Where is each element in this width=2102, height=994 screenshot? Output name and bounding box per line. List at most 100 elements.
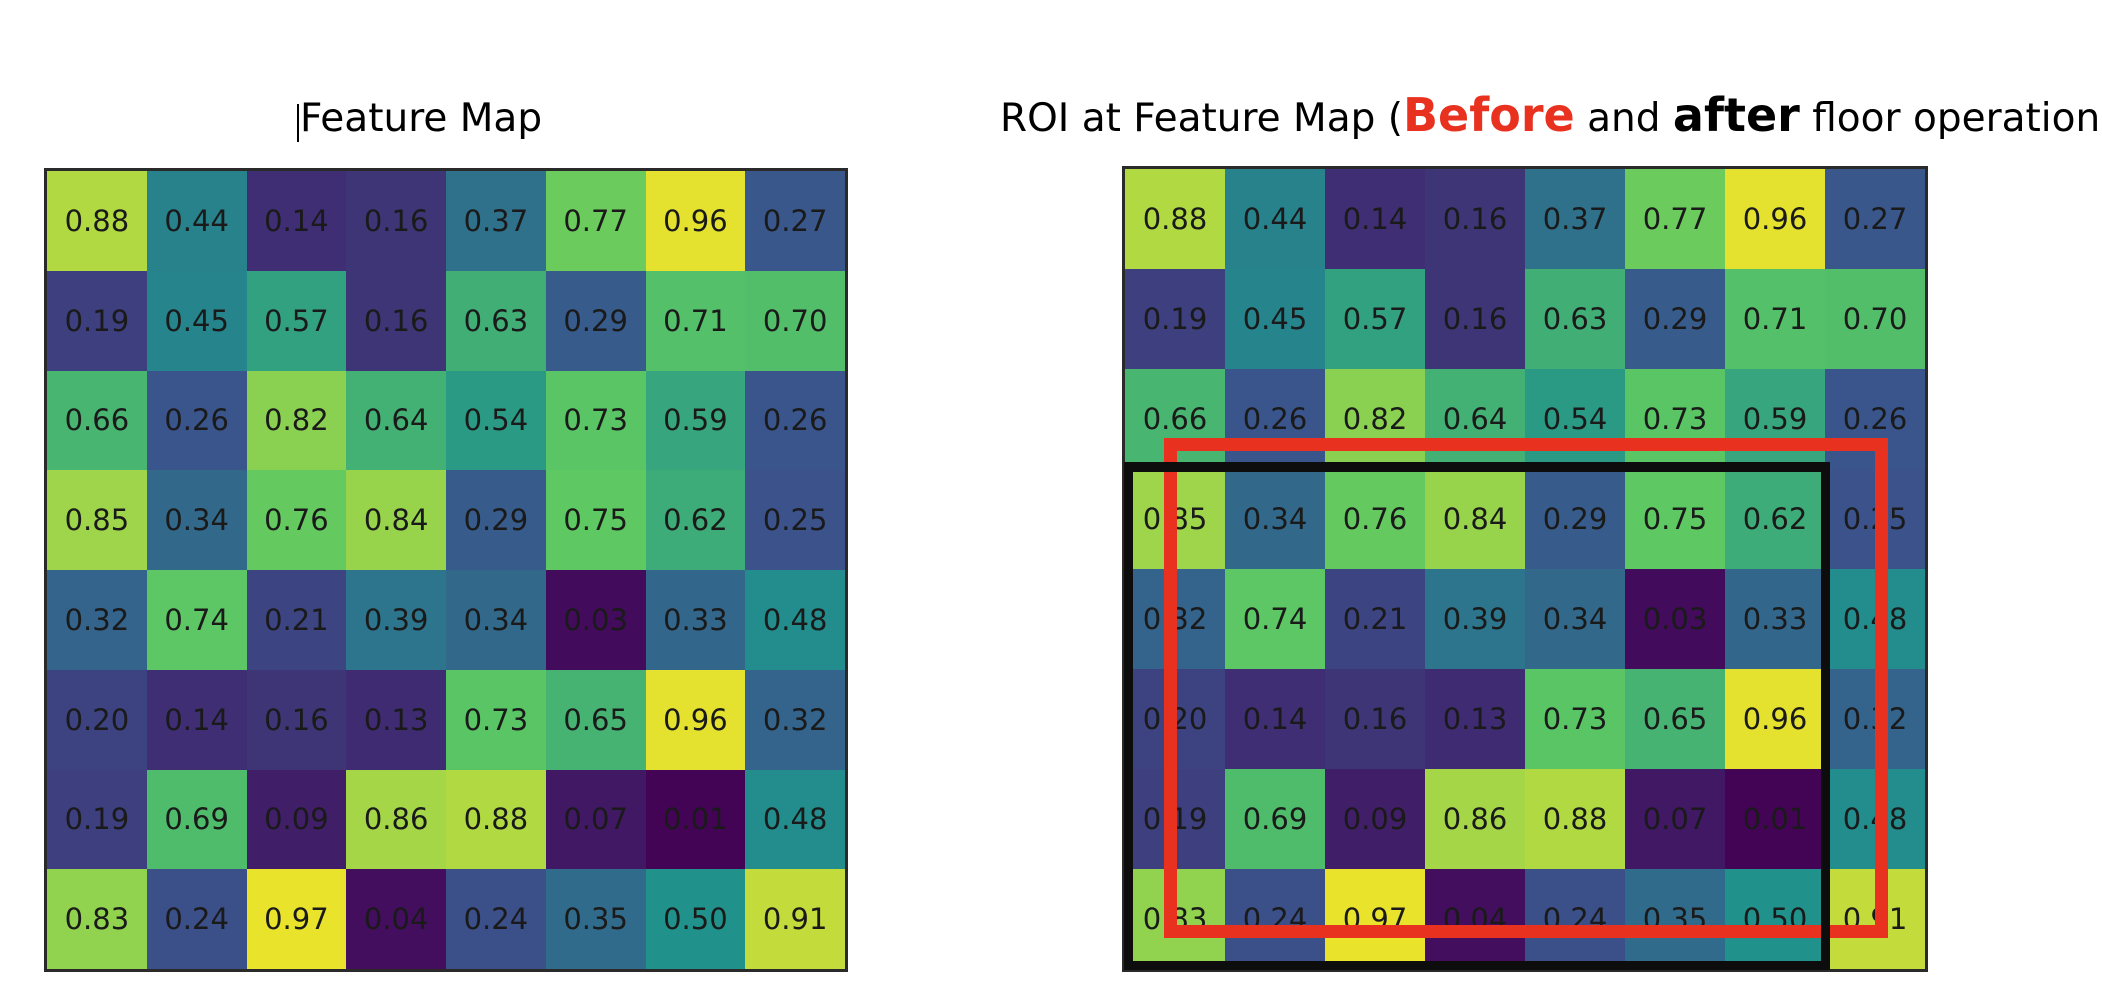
roi-feature-map-cell: 0.16 bbox=[1325, 669, 1425, 769]
feature-map-cell: 0.32 bbox=[47, 570, 147, 670]
roi-feature-map-cell: 0.34 bbox=[1225, 469, 1325, 569]
feature-map-cell: 0.29 bbox=[446, 470, 546, 570]
roi-feature-map-cell: 0.03 bbox=[1625, 569, 1725, 669]
feature-map-cell: 0.19 bbox=[47, 769, 147, 870]
roi-feature-map-cell: 0.37 bbox=[1525, 169, 1625, 269]
feature-map-cell: 0.70 bbox=[745, 270, 845, 371]
roi-feature-map-cell: 0.62 bbox=[1725, 469, 1825, 569]
roi-title-prefix: ROI at Feature Map ( bbox=[1000, 96, 1403, 141]
roi-feature-map-cell: 0.88 bbox=[1125, 169, 1225, 269]
feature-map-cell: 0.48 bbox=[745, 769, 845, 870]
feature-map-cell: 0.62 bbox=[645, 470, 746, 570]
roi-title-suffix: floor operation) bbox=[1799, 96, 2102, 141]
roi-feature-map-cell: 0.97 bbox=[1325, 869, 1425, 969]
feature-map-cell: 0.34 bbox=[146, 470, 247, 570]
roi-title-before: Before bbox=[1402, 88, 1575, 142]
roi-feature-map-cell: 0.19 bbox=[1125, 269, 1225, 369]
roi-feature-map-cell: 0.21 bbox=[1325, 569, 1425, 669]
roi-feature-map-cell: 0.96 bbox=[1725, 169, 1825, 269]
roi-feature-map-cell: 0.44 bbox=[1225, 169, 1325, 269]
roi-feature-map-cell: 0.73 bbox=[1525, 669, 1625, 769]
feature-map-cell: 0.63 bbox=[446, 270, 546, 371]
feature-map-title: Feature Map bbox=[296, 96, 543, 142]
feature-map-cell: 0.59 bbox=[645, 370, 746, 471]
feature-map-cell: 0.04 bbox=[346, 869, 446, 969]
feature-map-cell: 0.33 bbox=[645, 570, 746, 670]
roi-feature-map-cell: 0.45 bbox=[1225, 269, 1325, 369]
roi-feature-map-cell: 0.70 bbox=[1825, 269, 1925, 369]
feature-map-cell: 0.65 bbox=[545, 669, 646, 770]
roi-feature-map-cell: 0.26 bbox=[1825, 369, 1925, 469]
roi-feature-map-cell: 0.04 bbox=[1425, 869, 1525, 969]
roi-feature-map-cell: 0.75 bbox=[1625, 469, 1725, 569]
feature-map-cell: 0.21 bbox=[246, 570, 347, 670]
roi-feature-map-cell: 0.71 bbox=[1725, 269, 1825, 369]
feature-map-cell: 0.16 bbox=[346, 171, 446, 271]
roi-feature-map-cell: 0.86 bbox=[1425, 769, 1525, 869]
roi-feature-map-cell: 0.85 bbox=[1125, 469, 1225, 569]
roi-feature-map-cell: 0.14 bbox=[1325, 169, 1425, 269]
roi-feature-map-cell: 0.65 bbox=[1625, 669, 1725, 769]
roi-feature-map-grid: 0.88 0.44 0.14 0.16 0.37 0.77 0.96 0.27 0.19 0.45… bbox=[1122, 166, 1928, 972]
roi-feature-map-cell: 0.32 bbox=[1125, 569, 1225, 669]
roi-feature-map-cell: 0.29 bbox=[1625, 269, 1725, 369]
feature-map-cell: 0.14 bbox=[146, 669, 247, 770]
feature-map-cell: 0.75 bbox=[545, 470, 646, 570]
feature-map-cell: 0.71 bbox=[645, 270, 746, 371]
roi-feature-map-cell: 0.73 bbox=[1625, 369, 1725, 469]
roi-feature-map-cell: 0.48 bbox=[1825, 769, 1925, 869]
feature-map-cell: 0.37 bbox=[446, 171, 546, 271]
feature-map-cell: 0.57 bbox=[246, 270, 347, 371]
roi-feature-map-cell: 0.19 bbox=[1125, 769, 1225, 869]
roi-feature-map-cell: 0.82 bbox=[1325, 369, 1425, 469]
roi-title: ROI at Feature Map (Before and after flo… bbox=[1000, 88, 2102, 142]
feature-map-grid: 0.88 0.44 0.14 0.16 0.37 0.77 0.96 0.27 0.19 0.45… bbox=[44, 168, 848, 972]
feature-map-cell: 0.35 bbox=[545, 869, 646, 969]
feature-map-cell: 0.66 bbox=[47, 370, 147, 471]
feature-map-cell: 0.20 bbox=[47, 669, 147, 770]
feature-map-cell: 0.82 bbox=[246, 370, 347, 471]
roi-feature-map-cell: 0.32 bbox=[1825, 669, 1925, 769]
roi-feature-map-cell: 0.35 bbox=[1625, 869, 1725, 969]
roi-feature-map-cell: 0.83 bbox=[1125, 869, 1225, 969]
feature-map-cell: 0.03 bbox=[545, 570, 646, 670]
feature-map-cell: 0.83 bbox=[47, 869, 147, 969]
roi-feature-map-cell: 0.66 bbox=[1125, 369, 1225, 469]
roi-feature-map-cell: 0.27 bbox=[1825, 169, 1925, 269]
roi-feature-map-cell: 0.01 bbox=[1725, 769, 1825, 869]
roi-feature-map-cell: 0.57 bbox=[1325, 269, 1425, 369]
feature-map-cell: 0.25 bbox=[745, 470, 845, 570]
roi-feature-map-cell: 0.13 bbox=[1425, 669, 1525, 769]
feature-map-cell: 0.44 bbox=[146, 171, 247, 271]
roi-feature-map-cell: 0.59 bbox=[1725, 369, 1825, 469]
roi-feature-map-cell: 0.16 bbox=[1425, 169, 1525, 269]
feature-map-cell: 0.32 bbox=[745, 669, 845, 770]
feature-map-cell: 0.84 bbox=[346, 470, 446, 570]
roi-title-mid: and bbox=[1574, 96, 1673, 141]
roi-feature-map-cell: 0.74 bbox=[1225, 569, 1325, 669]
feature-map-cell: 0.97 bbox=[246, 869, 347, 969]
roi-feature-map-cell: 0.16 bbox=[1425, 269, 1525, 369]
roi-title-after: after bbox=[1672, 88, 1800, 142]
roi-feature-map-cell: 0.14 bbox=[1225, 669, 1325, 769]
feature-map-cell: 0.27 bbox=[745, 171, 845, 271]
roi-feature-map-cell: 0.76 bbox=[1325, 469, 1425, 569]
feature-map-cell: 0.76 bbox=[246, 470, 347, 570]
feature-map-cell: 0.73 bbox=[446, 669, 546, 770]
roi-feature-map-cell: 0.69 bbox=[1225, 769, 1325, 869]
feature-map-cell: 0.91 bbox=[745, 869, 845, 969]
feature-map-cell: 0.26 bbox=[745, 370, 845, 471]
roi-feature-map-cell: 0.20 bbox=[1125, 669, 1225, 769]
feature-map-cell: 0.24 bbox=[446, 869, 546, 969]
feature-map-cell: 0.77 bbox=[545, 171, 646, 271]
feature-map-cell: 0.01 bbox=[645, 769, 746, 870]
roi-feature-map-cell: 0.24 bbox=[1525, 869, 1625, 969]
roi-feature-map-cell: 0.33 bbox=[1725, 569, 1825, 669]
feature-map-cell: 0.24 bbox=[146, 869, 247, 969]
roi-feature-map-cell: 0.39 bbox=[1425, 569, 1525, 669]
feature-map-cell: 0.50 bbox=[645, 869, 746, 969]
feature-map-cell: 0.34 bbox=[446, 570, 546, 670]
feature-map-cell: 0.29 bbox=[545, 270, 646, 371]
roi-feature-map-cell: 0.84 bbox=[1425, 469, 1525, 569]
roi-feature-map-cell: 0.64 bbox=[1425, 369, 1525, 469]
